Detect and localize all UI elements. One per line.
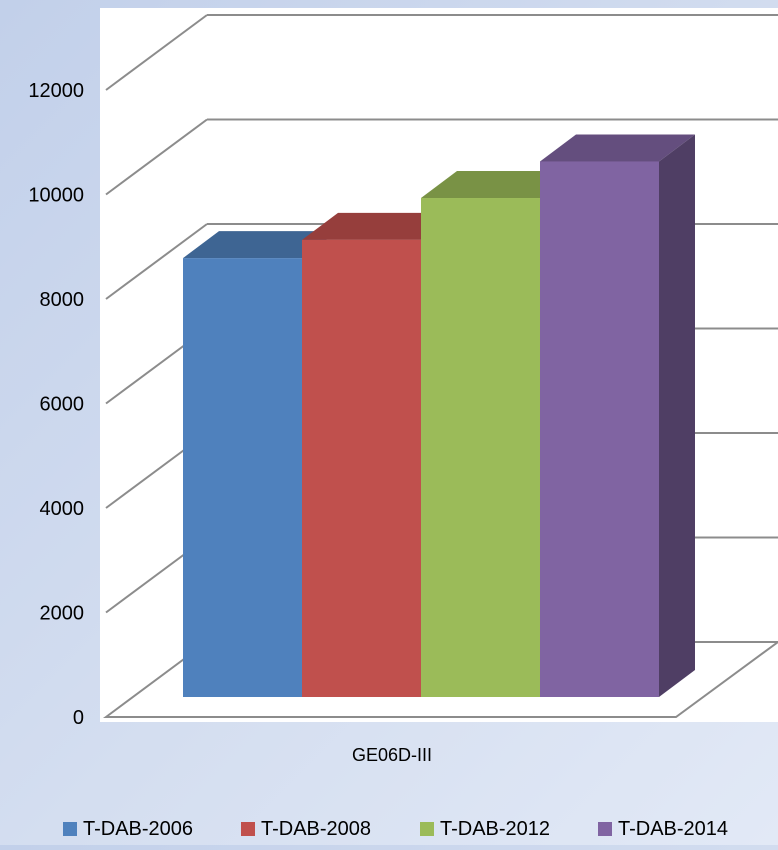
bar-side-face [659, 134, 695, 697]
y-tick-label: 12000 [28, 80, 84, 102]
gridline-side [105, 118, 208, 196]
bar-top-face [421, 171, 576, 199]
y-tick-label: 8000 [40, 289, 85, 311]
bar-t-dab-2008 [302, 212, 457, 697]
legend-swatch [63, 822, 77, 836]
gridline-side [105, 14, 208, 91]
legend-label: T-DAB-2012 [440, 818, 550, 840]
y-tick-label: 6000 [40, 394, 85, 416]
legend-item: T-DAB-2012 [420, 818, 550, 840]
bar-front-face [302, 239, 421, 697]
bar-top-face [540, 134, 695, 162]
bar-top-face [302, 212, 457, 240]
legend-swatch [420, 822, 434, 836]
y-tick-label: 10000 [28, 185, 84, 207]
bar-t-dab-2012 [421, 171, 576, 697]
legend-item: T-DAB-2006 [63, 818, 193, 840]
bar-top-face [183, 231, 338, 259]
legend-item: T-DAB-2008 [241, 818, 371, 840]
legend-swatch [241, 822, 255, 836]
bar-t-dab-2014 [540, 134, 695, 697]
x-category-label: GE06D-III [352, 745, 432, 765]
legend-swatch [598, 822, 612, 836]
legend-label: T-DAB-2014 [618, 818, 728, 840]
bar-t-dab-2006 [183, 231, 338, 697]
gridline-side [105, 223, 208, 300]
y-tick-label: 2000 [40, 603, 85, 625]
bar-front-face [183, 258, 302, 697]
bar-front-face [540, 161, 659, 697]
legend-label: T-DAB-2008 [261, 818, 371, 840]
legend-label: T-DAB-2006 [83, 818, 193, 840]
bar-front-face [421, 198, 540, 697]
legend-item: T-DAB-2014 [598, 818, 728, 840]
y-tick-label: 4000 [40, 498, 85, 520]
y-tick-label: 0 [73, 707, 84, 729]
